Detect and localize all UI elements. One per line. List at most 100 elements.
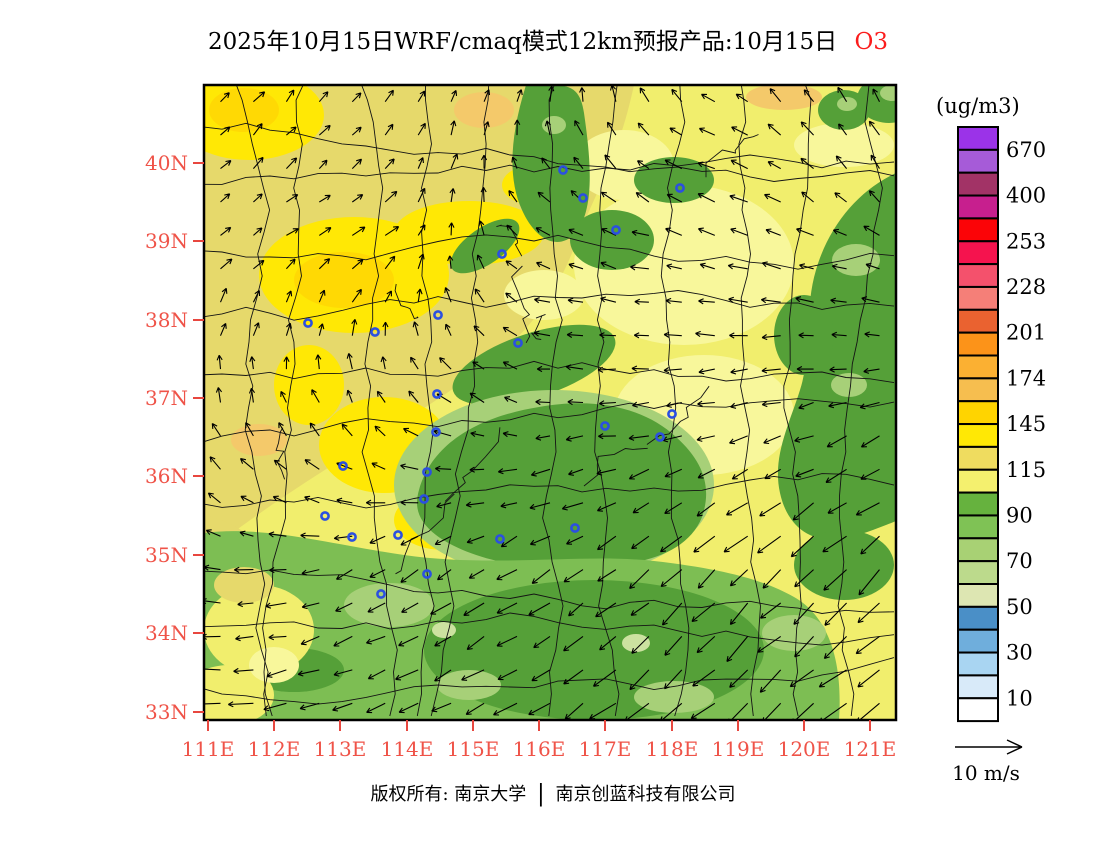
wind-arrow-icon (544, 120, 551, 136)
wind-arrow-icon (631, 365, 649, 372)
wind-arrow-icon (868, 120, 880, 136)
city-marker-icon (495, 534, 505, 544)
wind-arrow-icon (416, 288, 423, 303)
wind-arrow-icon (367, 669, 386, 680)
wind-arrow-icon (417, 253, 425, 269)
wind-arrow-icon (761, 401, 781, 408)
legend-color-box (957, 285, 999, 311)
legend-value-label: 253 (1006, 229, 1046, 253)
wind-arrow-icon (857, 602, 880, 624)
boundary-line (262, 85, 304, 717)
wind-arrow-icon (252, 290, 261, 303)
wind-arrow-icon (735, 93, 749, 103)
wind-arrow-icon (665, 227, 683, 236)
wind-arrow-icon (829, 366, 847, 373)
wind-arrow-icon (828, 401, 847, 409)
wind-arrow-icon (698, 298, 715, 305)
wind-arrow-icon (346, 389, 353, 403)
wind-arrow-icon (273, 459, 287, 470)
legend-value-label: 115 (1006, 458, 1046, 482)
lat-tick-label: 38N (145, 308, 188, 332)
wind-arrow-icon (465, 501, 485, 508)
wind-arrow-icon (278, 422, 287, 437)
wind-arrow-icon (663, 331, 682, 338)
wind-arrow-icon (567, 398, 584, 406)
wind-arrow-icon (400, 499, 419, 506)
legend-color-box (957, 126, 999, 151)
wind-arrow-icon (868, 190, 880, 203)
city-marker-icon (347, 532, 357, 542)
city-marker-icon (600, 421, 610, 431)
wind-arrow-icon (730, 368, 748, 375)
wind-arrow-icon (461, 669, 485, 681)
wind-arrow-icon (408, 390, 419, 403)
wind-arrow-icon (253, 227, 263, 236)
wind-arrow-icon (860, 435, 880, 448)
boundary-line (394, 283, 419, 320)
city-marker-icon (667, 409, 677, 419)
wind-arrow-icon (830, 297, 847, 304)
legend-color-box (957, 217, 999, 243)
boundary-line (705, 134, 759, 178)
lon-tick-label: 115E (447, 737, 500, 761)
wind-arrow-icon (796, 227, 814, 236)
wind-arrow-icon (789, 669, 814, 688)
wind-arrow-icon (823, 636, 847, 660)
copyright-footer: 版权所有: 南京大学 | 南京创蓝科技有限公司 (370, 781, 735, 807)
wind-arrow-icon (799, 263, 814, 270)
wind-arrow-icon (318, 289, 326, 303)
wind-arrow-icon (561, 502, 584, 511)
wind-arrow-icon (476, 254, 485, 270)
wind-arrow-icon (252, 156, 264, 169)
wind-arrow-icon (826, 435, 847, 448)
wind-arrow-icon (664, 636, 683, 656)
wind-arrow-icon (269, 567, 287, 574)
city-marker-icon (419, 494, 429, 504)
city-marker-icon (338, 461, 348, 471)
legend-value-label: 670 (1006, 138, 1046, 162)
wind-arrow-icon (304, 495, 320, 504)
o3-contour-blob (837, 97, 857, 111)
legend-color-box (957, 583, 999, 608)
admin-boundaries (204, 85, 895, 717)
wind-arrow-icon (245, 422, 254, 437)
wind-arrow-icon (767, 161, 781, 170)
legend-color-box (957, 468, 999, 494)
boundary-line (594, 85, 620, 717)
wind-arrow-icon (351, 259, 364, 270)
o3-contour-blob (437, 670, 501, 700)
wind-arrow-icon (730, 159, 748, 170)
boundary-line (783, 85, 812, 717)
boundary-line (511, 265, 531, 344)
wind-arrow-icon (600, 296, 617, 303)
boundary-line (204, 234, 895, 270)
wind-arrow-icon (698, 368, 715, 375)
wind-arrow-icon (794, 435, 814, 443)
wind-arrow-icon (382, 321, 389, 336)
wind-arrow-icon (333, 635, 353, 647)
wind-arrow-icon (299, 702, 320, 711)
wind-arrow-icon (502, 431, 518, 438)
city-marker-icon (422, 569, 432, 579)
wind-arrow-icon (470, 431, 485, 438)
wind-arrow-icon (384, 226, 400, 236)
boundary-line (275, 427, 286, 480)
wind-arrow-icon (859, 401, 880, 410)
wind-arrow-icon (437, 569, 452, 581)
wind-arrow-icon (601, 227, 617, 236)
wind-arrow-icon (410, 356, 419, 370)
wind-arrow-icon (535, 434, 551, 441)
wind-arrow-icon (204, 666, 221, 672)
wind-arrow-icon (664, 468, 683, 478)
wind-arrow-icon (534, 297, 551, 304)
wind-arrow-icon (216, 354, 223, 370)
wind-arrow-icon (533, 330, 551, 337)
city-marker-icon (320, 511, 330, 521)
wind-arrow-icon (336, 569, 353, 580)
wind-arrow-icon (301, 602, 320, 610)
wind-arrow-icon (219, 322, 227, 336)
wind-arrow-icon (466, 635, 485, 651)
city-marker-icon (570, 523, 580, 533)
